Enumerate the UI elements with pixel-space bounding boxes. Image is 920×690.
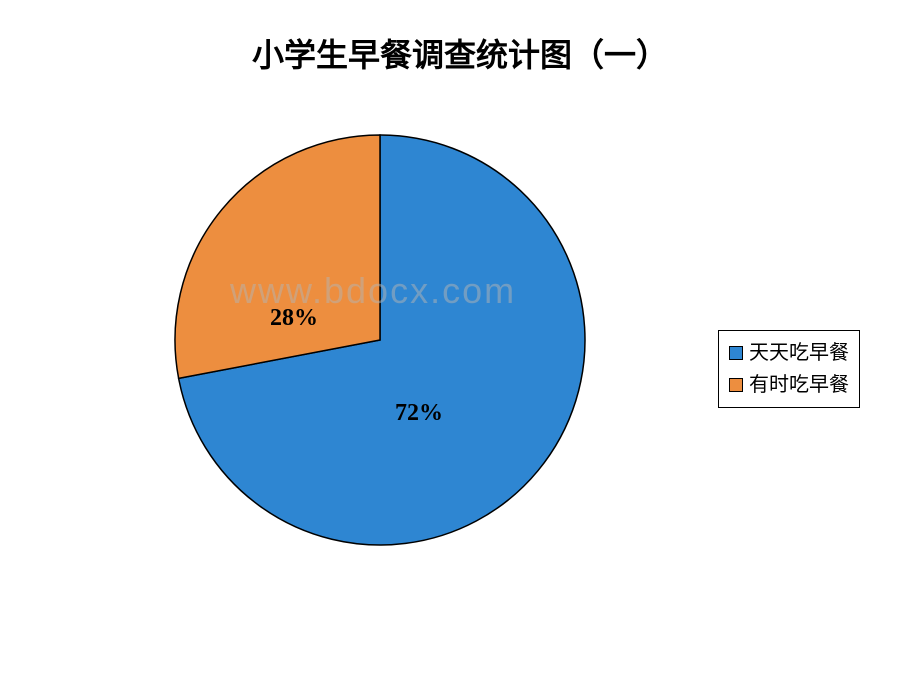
legend-swatch-everyday <box>729 346 743 360</box>
slice-label-everyday: 72% <box>395 400 443 427</box>
legend-swatch-sometimes <box>729 378 743 392</box>
chart-title: 小学生早餐调查统计图（一） <box>0 0 920 76</box>
legend-label-sometimes: 有时吃早餐 <box>749 369 849 401</box>
legend-item-sometimes: 有时吃早餐 <box>729 369 849 401</box>
legend-item-everyday: 天天吃早餐 <box>729 337 849 369</box>
slice-label-sometimes: 28% <box>270 305 318 332</box>
legend-label-everyday: 天天吃早餐 <box>749 337 849 369</box>
pie-slice-1 <box>175 135 380 378</box>
pie-chart: 28% 72% <box>170 130 590 550</box>
pie-svg <box>170 130 590 550</box>
chart-legend: 天天吃早餐 有时吃早餐 <box>718 330 860 408</box>
